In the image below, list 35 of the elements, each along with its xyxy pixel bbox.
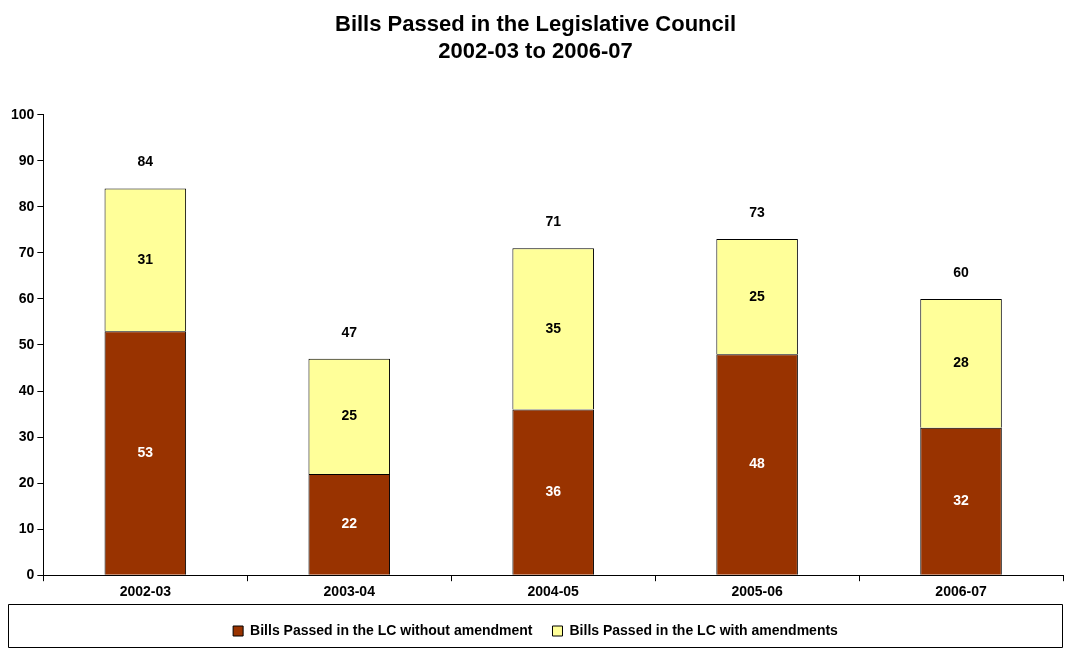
total-label: 84 (137, 153, 154, 170)
y-tick-label: 20 (18, 473, 35, 490)
y-tick-label: 70 (18, 243, 35, 260)
data-label: 28 (953, 354, 970, 371)
legend-label: Bills Passed in the LC with amendments (569, 621, 839, 638)
total-label: 47 (341, 323, 358, 340)
y-tick-label: 90 (18, 151, 35, 168)
y-tick-label: 100 (11, 105, 35, 122)
data-label: 25 (341, 407, 358, 424)
y-tick-label: 50 (18, 335, 35, 352)
y-tick-label: 10 (18, 520, 35, 537)
x-tick-label: 2005-06 (731, 583, 784, 600)
data-label: 25 (749, 287, 766, 304)
y-tick-label: 0 (26, 566, 35, 583)
data-label: 31 (137, 250, 154, 267)
text: Bills Passed in the Legislative Council (334, 11, 737, 37)
total-label: 71 (545, 213, 562, 230)
y-tick-label: 80 (18, 197, 35, 214)
total-label: 73 (749, 203, 766, 220)
data-label: 35 (545, 319, 562, 336)
data-label: 22 (341, 515, 358, 532)
data-label: 48 (749, 455, 766, 472)
y-tick-label: 60 (18, 289, 35, 306)
legend-label: Bills Passed in the LC without amendment (250, 621, 533, 638)
x-tick-label: 2003-04 (323, 583, 376, 600)
data-label: 36 (545, 482, 562, 499)
total-label: 60 (953, 263, 970, 280)
y-tick-label: 30 (18, 427, 35, 444)
x-tick-label: 2002-03 (119, 583, 172, 600)
y-tick-label: 40 (18, 381, 35, 398)
x-tick-label: 2004-05 (527, 583, 580, 600)
x-tick-label: 2006-07 (935, 583, 987, 600)
data-label: 32 (953, 492, 970, 509)
data-label: 53 (137, 443, 154, 460)
text: 2002-03 to 2006-07 (438, 37, 633, 63)
